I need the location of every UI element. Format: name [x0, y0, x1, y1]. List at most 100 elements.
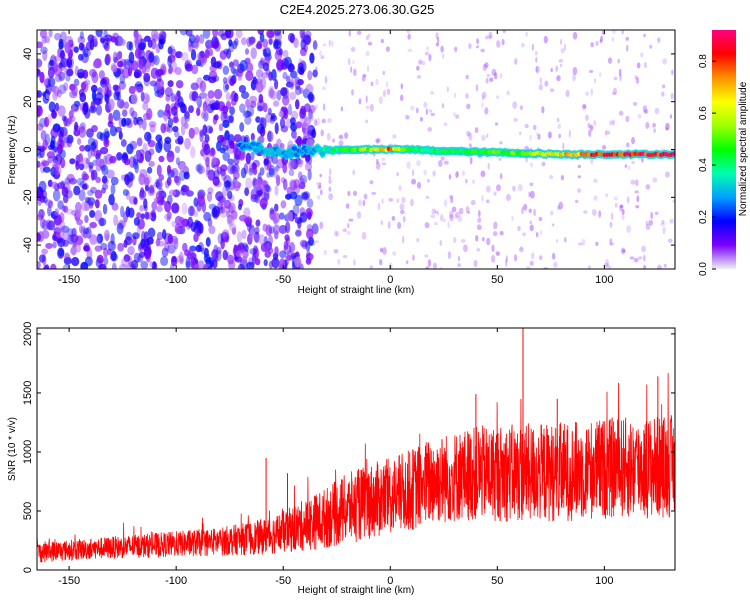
spectrogram-cell [78, 126, 87, 138]
spectrogram-cell [138, 242, 145, 250]
spectrogram-cell [271, 257, 280, 269]
spectrogram-cell [102, 203, 108, 215]
spectrogram-cell [149, 261, 154, 268]
spectrogram-cell [62, 239, 69, 247]
spectrogram-cell [387, 221, 391, 229]
spectrogram-cell [106, 83, 112, 94]
spectrogram-cell [460, 239, 466, 243]
spectrogram-cell [236, 231, 243, 243]
spectrogram-cell [188, 90, 196, 102]
spectrogram-cell [94, 209, 103, 222]
spectrogram-cell [245, 98, 251, 108]
spectrogram-cell [211, 156, 217, 166]
spectrogram-cell [617, 58, 621, 64]
spectrogram-cell [470, 199, 476, 206]
spectrogram-cell [645, 220, 648, 226]
spectrogram-cell [514, 58, 518, 65]
snr-y-tick-label: 500 [22, 502, 34, 520]
spectrogram-cell [449, 214, 454, 222]
spectrogram-cell [356, 30, 362, 35]
spectrogram-cell [126, 143, 134, 155]
spectrogram-cell [144, 185, 150, 192]
spectrogram-cell [73, 100, 81, 107]
spectrogram-cell [671, 151, 675, 156]
spectrogram-cell [299, 174, 308, 185]
spectrogram-cell [143, 174, 152, 185]
spectrogram-cell [255, 68, 264, 79]
spectrogram-cell [60, 31, 67, 41]
spectrogram-cell [526, 266, 531, 269]
spectrogram-cell [572, 67, 578, 75]
spectrogram-cell [476, 248, 481, 252]
spectrogram-cell [568, 129, 571, 138]
snr-y-label: SNR (10 * v/v) [7, 417, 18, 481]
spectrogram-cell [482, 63, 487, 71]
spectrogram-cell [153, 31, 161, 39]
spectrogram-cell [185, 256, 191, 268]
spectrogram-cell [323, 249, 327, 256]
spectrogram-cell [504, 259, 508, 267]
spectrogram-cell [431, 208, 437, 215]
spectrogram-cell [502, 30, 506, 34]
spectrogram-cell [193, 233, 199, 243]
spectrogram-cell [37, 105, 43, 117]
spectrogram-cell [305, 83, 314, 95]
spectrogram-cell [631, 136, 636, 145]
spectrogram-cell [182, 242, 188, 252]
spectrogram-cell [590, 158, 594, 165]
spectrogram-cell [262, 48, 267, 57]
spectrogram-cell [520, 42, 525, 48]
spectrogram-cell [285, 193, 292, 200]
spectrogram-cell [144, 131, 152, 142]
spectrogram-cell [455, 171, 459, 179]
spectrogram-cell [531, 43, 534, 51]
spectrogram-cell [205, 157, 210, 168]
spectrogram-cell [326, 132, 331, 141]
spectrogram-cell [235, 250, 243, 258]
spectrogram-cell [402, 235, 405, 244]
spectrogram-cell [295, 158, 304, 165]
spectrogram-cell [196, 107, 201, 117]
spectrogram-cell [196, 51, 205, 64]
spectrogram-cell [237, 71, 243, 81]
spectrogram-cell [440, 45, 444, 53]
spectrogram-cell [367, 33, 371, 38]
spectrogram-cell [465, 74, 469, 80]
spectrogram-cell [257, 99, 265, 112]
spectrogram-cell [250, 100, 257, 108]
spectrogram-cell [558, 201, 564, 210]
spectrogram-cell [174, 130, 180, 138]
spectrogram-cell [249, 95, 258, 104]
spectrogram-cell [485, 185, 491, 193]
spectrogram-cell [78, 163, 85, 171]
spectrogram-cell [495, 251, 501, 256]
spectrogram-cell [233, 144, 239, 155]
spectrogram-cell [491, 244, 495, 252]
spectrogram-cell [98, 70, 105, 80]
spectrogram-cell [538, 255, 543, 261]
spectrogram-cell [83, 242, 90, 252]
spectrogram-cell [307, 70, 313, 81]
spectrogram-cell [195, 59, 202, 67]
colorbar-tick-label: 0.2 [698, 210, 709, 224]
spectrogram-cell [128, 207, 135, 218]
spectrogram-cell [117, 242, 125, 252]
spectrogram-cell [47, 113, 53, 124]
spectrogram-cell [314, 240, 319, 244]
spectrogram-cell [353, 190, 358, 196]
spectrogram-cell [222, 65, 230, 76]
spectrogram-cell [287, 32, 296, 43]
spectrogram-cell [278, 224, 287, 235]
spectrogram-cell [588, 69, 594, 73]
spectrogram-cell [162, 109, 169, 117]
spectrogram-cell [143, 72, 151, 83]
spectrogram-cell [517, 226, 521, 231]
spectrogram-cell [275, 174, 281, 187]
spectrogram-cell [66, 137, 73, 148]
spectrogram-cell [211, 249, 219, 260]
spectrogram-cell [543, 35, 548, 44]
spectrogram-cell [166, 211, 172, 220]
spectrogram-cell [306, 129, 314, 139]
spectrogram-cell [454, 214, 458, 220]
spectrogram-cell [322, 103, 326, 111]
